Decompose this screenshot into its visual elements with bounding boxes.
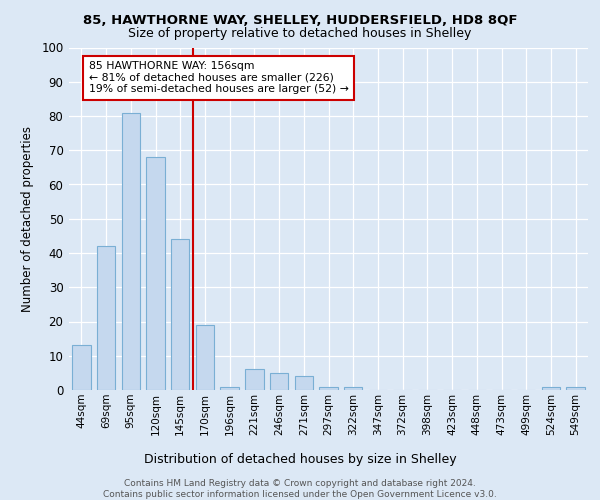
Bar xyxy=(220,386,239,390)
Text: Contains HM Land Registry data © Crown copyright and database right 2024.: Contains HM Land Registry data © Crown c… xyxy=(124,479,476,488)
Text: 85 HAWTHORNE WAY: 156sqm
← 81% of detached houses are smaller (226)
19% of semi-: 85 HAWTHORNE WAY: 156sqm ← 81% of detach… xyxy=(89,61,349,94)
Bar xyxy=(97,246,115,390)
Bar xyxy=(566,386,585,390)
Bar xyxy=(72,346,91,390)
Text: Size of property relative to detached houses in Shelley: Size of property relative to detached ho… xyxy=(128,28,472,40)
Bar xyxy=(146,157,165,390)
Text: Contains public sector information licensed under the Open Government Licence v3: Contains public sector information licen… xyxy=(103,490,497,499)
Bar xyxy=(319,386,338,390)
Bar xyxy=(270,373,289,390)
Bar xyxy=(196,325,214,390)
Text: 85, HAWTHORNE WAY, SHELLEY, HUDDERSFIELD, HD8 8QF: 85, HAWTHORNE WAY, SHELLEY, HUDDERSFIELD… xyxy=(83,14,517,27)
Text: Distribution of detached houses by size in Shelley: Distribution of detached houses by size … xyxy=(143,452,457,466)
Bar xyxy=(295,376,313,390)
Bar xyxy=(245,370,263,390)
Bar xyxy=(171,240,190,390)
Bar xyxy=(542,386,560,390)
Bar xyxy=(344,386,362,390)
Y-axis label: Number of detached properties: Number of detached properties xyxy=(21,126,34,312)
Bar xyxy=(122,112,140,390)
